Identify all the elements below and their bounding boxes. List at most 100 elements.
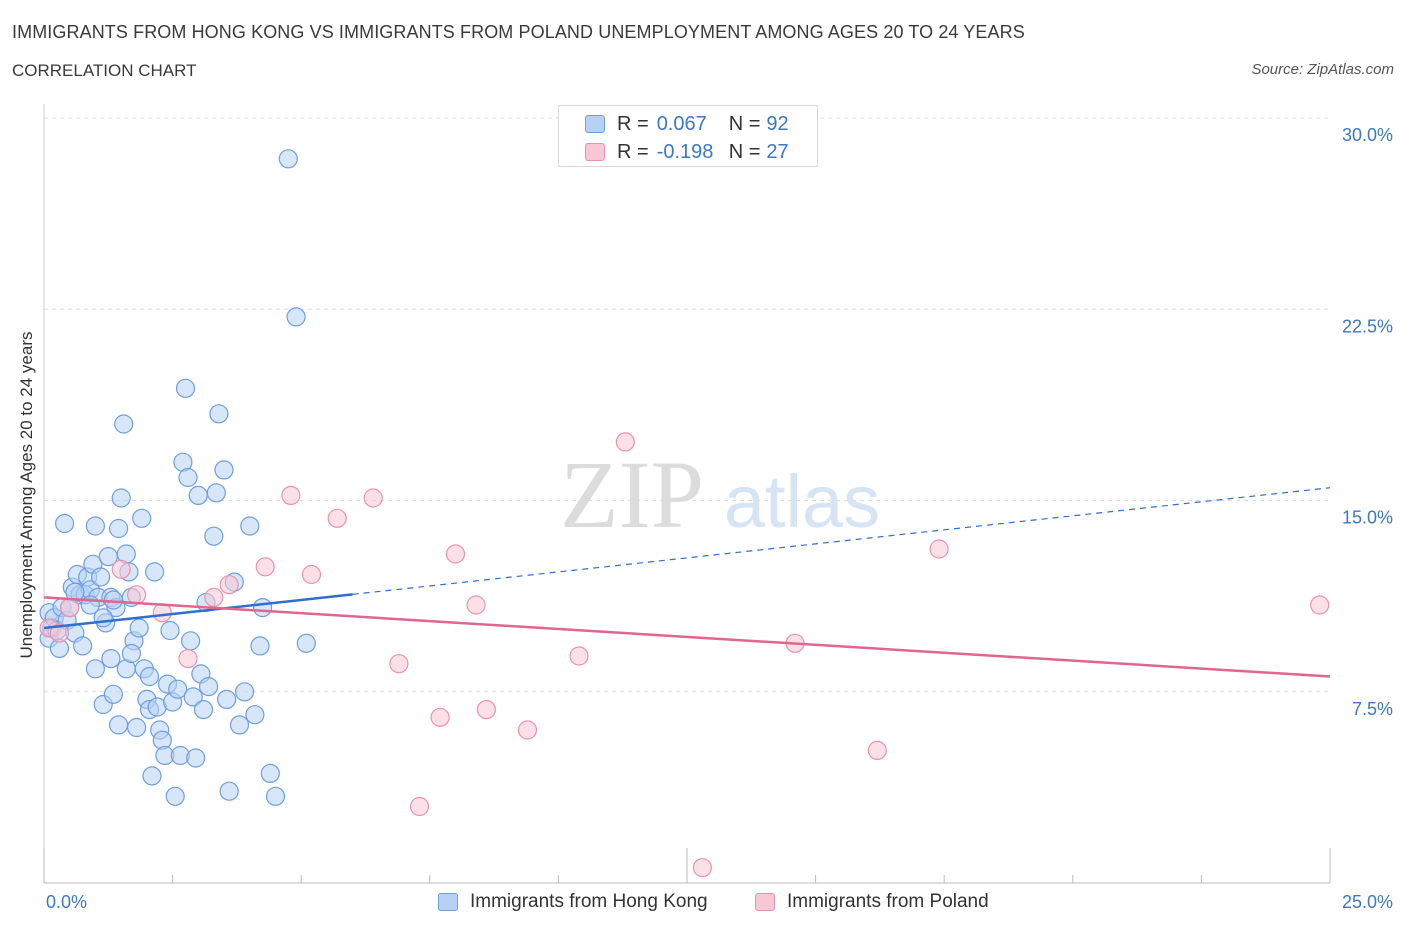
hong-kong-point (85, 659, 106, 679)
trendlines (43, 487, 1331, 678)
hong-kong-point (245, 705, 265, 725)
poland-point (301, 564, 322, 585)
poland-point (867, 740, 887, 761)
hong-kong-point (90, 567, 111, 587)
poland-point (219, 575, 239, 595)
hong-kong-point (286, 307, 306, 327)
bottom-legend-hong-kong: Immigrants from Hong Kong (438, 890, 708, 914)
hong-kong-point (168, 679, 188, 699)
gridlines (44, 117, 1330, 693)
hong-kong-point (240, 516, 260, 536)
legend-n-value-hong-kong: 92 (766, 112, 789, 135)
tick-labels: 7.5% 15.0% 22.5% 30.0% 0.0% 25.0% (46, 125, 1393, 912)
hong-kong-point (103, 590, 124, 610)
watermark-atlas: atlas (724, 460, 880, 543)
poland-point (152, 603, 172, 623)
poland-point (466, 595, 486, 615)
legend-r-value-poland: -0.198 (656, 140, 714, 163)
poland-point (127, 585, 147, 605)
hong-kong-point (139, 666, 160, 687)
legend-swatch-poland (585, 143, 605, 161)
chart-subtitle: CORRELATION CHART (12, 61, 197, 80)
hong-kong-point (214, 460, 234, 480)
poland-point (178, 648, 198, 669)
hong-kong-point (142, 766, 162, 786)
hong-kong-point (93, 608, 113, 628)
hong-kong-point (85, 516, 106, 536)
hong-kong-point (54, 513, 75, 534)
hong-kong-point (265, 786, 286, 806)
hong-kong-trendline-solid (43, 593, 353, 630)
poland-point (430, 707, 450, 727)
hong-kong-point (114, 414, 134, 434)
source-credit: Source: ZipAtlas.com (1251, 61, 1394, 78)
poland-point (255, 557, 275, 577)
chart-title: IMMIGRANTS FROM HONG KONG VS IMMIGRANTS … (12, 22, 1025, 42)
hong-kong-trendline-dashed (352, 487, 1331, 595)
poland-point (281, 485, 301, 505)
hong-kong-point (206, 483, 226, 503)
hong-kong-point (219, 781, 239, 801)
poland-point (517, 720, 538, 740)
legend-row-hong-kong: R = 0.067 N = 92 (585, 112, 789, 136)
hong-kong-point (127, 717, 147, 738)
bottom-legend-poland: Immigrants from Poland (755, 890, 989, 914)
x-tick-label: 0.0% (46, 892, 87, 912)
hong-kong-point (183, 687, 203, 707)
hong-kong-point (209, 404, 229, 424)
hong-kong-point (165, 786, 185, 806)
legend-row-poland: R = -0.198 N = 27 (585, 140, 789, 164)
poland-point (49, 623, 70, 643)
hong-kong-point (296, 633, 316, 653)
y-tick-label: 15.0% (1342, 508, 1393, 528)
legend-r-label: R = (617, 140, 649, 163)
y-tick-label: 30.0% (1342, 125, 1393, 145)
correlation-legend: R = 0.067 N = 92 R = -0.198 N = 27 (558, 105, 818, 167)
poland-point (389, 654, 409, 674)
poland-point (111, 559, 131, 579)
poland-point (929, 539, 949, 559)
hong-kong-point (253, 597, 273, 618)
hong-kong-point (235, 682, 255, 702)
poland-point (615, 432, 635, 452)
poland-point (327, 508, 347, 528)
hong-kong-point (108, 715, 129, 735)
poland-point (445, 544, 466, 564)
axes (43, 104, 1331, 884)
hong-kong-point (204, 526, 224, 546)
hong-kong-point (178, 467, 198, 488)
hong-kong-point (145, 562, 165, 582)
hong-kong-point (101, 648, 121, 669)
poland-point (569, 646, 589, 666)
watermark-zip: ZIP (560, 441, 704, 548)
x-tick-label: 25.0% (1342, 892, 1393, 912)
legend-n-label: N = (728, 112, 761, 135)
poland-point (692, 858, 713, 878)
hong-kong-point (260, 763, 280, 784)
legend-r-value-hong-kong: 0.067 (656, 112, 707, 135)
bottom-legend-swatch-poland (755, 893, 775, 911)
y-tick-label: 7.5% (1352, 699, 1393, 719)
bottom-legend-swatch-hong-kong (438, 893, 458, 911)
poland-point (60, 597, 80, 618)
legend-r-label: R = (617, 112, 649, 135)
hong-kong-point (193, 699, 214, 720)
poland-point (409, 796, 430, 817)
hong-kong-point (129, 618, 149, 638)
y-tick-label: 22.5% (1342, 316, 1393, 336)
hong-kong-point (188, 485, 208, 505)
hong-kong-point (278, 149, 298, 169)
hong-kong-point (250, 636, 270, 656)
legend-n-value-poland: 27 (766, 140, 789, 163)
hong-kong-point (199, 676, 219, 697)
poland-point (1310, 595, 1330, 615)
hong-kong-point (132, 508, 152, 528)
hong-kong-point (229, 715, 250, 735)
hong-kong-point (103, 684, 124, 704)
legend-n-label: N = (728, 140, 761, 163)
poland-point (204, 587, 224, 608)
hong-kong-point (217, 689, 237, 710)
bottom-legend-label-hong-kong: Immigrants from Hong Kong (470, 891, 708, 912)
watermark: ZIP atlas (560, 441, 880, 548)
